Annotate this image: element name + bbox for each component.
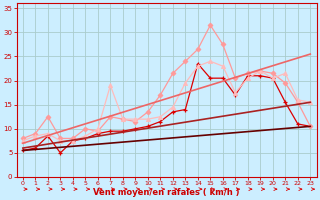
X-axis label: Vent moyen/en rafales ( km/h ): Vent moyen/en rafales ( km/h ) bbox=[93, 188, 240, 197]
